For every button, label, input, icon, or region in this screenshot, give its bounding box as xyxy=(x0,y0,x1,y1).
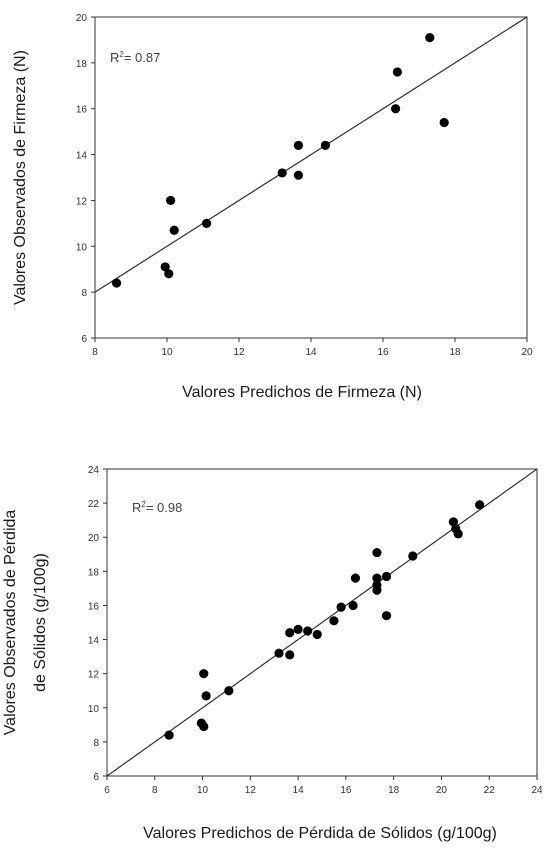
perdida-data-point xyxy=(285,628,295,638)
perdida-x-tick-label: 14 xyxy=(293,785,305,796)
perdida-y-tick-label: 10 xyxy=(88,704,100,715)
perdida-x-tick-label: 10 xyxy=(197,785,209,796)
perdida-y-tick-label: 18 xyxy=(88,567,100,578)
perdida-y-tick-label: 14 xyxy=(88,636,100,647)
perdida-data-point xyxy=(199,721,209,732)
perdida-y-axis-label: Valores Observados de Pérdida xyxy=(2,510,19,736)
firmeza-chart-panel: 8 10 12 14 16 18 20 6 8 10 12 14 16 18 20 R2= 0.87 Valor… xyxy=(0,0,554,420)
perdida-y-tick-label: 12 xyxy=(88,670,100,681)
perdida-y-tick-label: 20 xyxy=(88,533,100,544)
firmeza-y-tick-label: 14 xyxy=(76,151,88,162)
firmeza-x-tick-label: 8 xyxy=(92,347,98,358)
firmeza-x-tick-label: 16 xyxy=(377,347,389,358)
perdida-y-tick-label: 6 xyxy=(93,772,99,783)
perdida-x-tick-label: 18 xyxy=(388,785,400,796)
perdida-data-point xyxy=(372,585,382,595)
perdida-data-point xyxy=(348,600,358,611)
perdida-data-point xyxy=(164,730,174,740)
perdida-data-point xyxy=(381,611,392,621)
firmeza-data-point xyxy=(391,104,401,114)
firmeza-data-point xyxy=(202,218,212,228)
perdida-x-tick-label: 22 xyxy=(484,785,496,796)
firmeza-x-tick-label: 18 xyxy=(449,347,461,358)
firmeza-y-tick-label: 6 xyxy=(81,334,87,345)
perdida-data-point xyxy=(201,691,211,701)
perdida-x-tick-label: 16 xyxy=(340,785,352,796)
perdida-data-point xyxy=(336,602,346,612)
firmeza-x-axis-label: Valores Predichos de Firmeza (N) xyxy=(182,384,422,401)
firmeza-plot-frame xyxy=(94,16,528,339)
firmeza-y-axis-label: Valores Observados de Firmeza (N) xyxy=(12,50,29,305)
perdida-data-point xyxy=(372,573,382,583)
perdida-r2-annotation: R2= 0.98 xyxy=(132,500,182,515)
perdida-plot-frame xyxy=(106,468,538,777)
firmeza-r2-annotation: R2= 0.87 xyxy=(110,50,160,65)
perdida-data-point xyxy=(312,629,322,640)
firmeza-y-tick-label: 16 xyxy=(76,105,88,116)
perdida-data-point xyxy=(372,547,382,558)
firmeza-data-point xyxy=(293,170,303,180)
firmeza-y-tick-label: 18 xyxy=(76,59,88,70)
firmeza-data-point xyxy=(112,278,122,288)
firmeza-data-point xyxy=(392,67,402,77)
firmeza-data-point xyxy=(439,117,449,128)
perdida-data-point xyxy=(350,573,361,583)
firmeza-y-tick-label: 10 xyxy=(76,242,88,253)
perdida-y-tick-label: 24 xyxy=(88,465,100,476)
firmeza-y-tick-label: 20 xyxy=(76,13,88,24)
perdida-data-point xyxy=(381,571,392,582)
firmeza-fit-line xyxy=(95,17,527,293)
firmeza-data-point xyxy=(164,269,174,279)
perdida-solidos-chart-panel: 6 8 10 12 14 16 18 20 22 24 6 8 10 12 14 16 18 20 22 24 R2= … xyxy=(0,440,554,850)
perdida-data-point xyxy=(408,551,418,561)
firmeza-data-point xyxy=(277,168,287,178)
perdida-data-point xyxy=(293,624,303,634)
perdida-x-tick-label: 12 xyxy=(245,785,257,796)
perdida-y-tick-label: 16 xyxy=(88,601,100,612)
perdida-x-tick-label: 24 xyxy=(531,785,543,796)
perdida-data-point xyxy=(199,669,209,679)
perdida-y-axis-label: de Sólidos (g/100g) xyxy=(32,553,49,692)
perdida-data-point xyxy=(475,500,485,510)
firmeza-data-point xyxy=(166,195,176,206)
perdida-x-tick-label: 20 xyxy=(436,785,448,796)
perdida-data-point xyxy=(285,650,295,660)
firmeza-x-tick-label: 12 xyxy=(233,347,245,358)
firmeza-data-point xyxy=(169,225,179,235)
firmeza-data-point xyxy=(320,140,330,150)
firmeza-x-tick-label: 20 xyxy=(521,347,533,358)
perdida-solidos-chart: 6 8 10 12 14 16 18 20 22 24 6 8 10 12 14 16 18 20 22 24 R2= … xyxy=(2,465,543,842)
perdida-fit-line xyxy=(107,469,537,776)
firmeza-y-tick-label: 8 xyxy=(81,288,87,299)
firmeza-y-tick-label: 12 xyxy=(76,196,88,207)
perdida-data-point xyxy=(224,686,234,696)
firmeza-data-point xyxy=(293,140,303,150)
perdida-y-tick-label: 8 xyxy=(93,738,99,749)
firmeza-x-tick-label: 10 xyxy=(161,347,173,358)
perdida-y-tick-label: 22 xyxy=(88,499,100,510)
perdida-x-tick-label: 6 xyxy=(104,785,110,796)
perdida-data-point xyxy=(303,626,313,636)
firmeza-x-tick-label: 14 xyxy=(305,347,317,358)
perdida-x-axis-label: Valores Predichos de Pérdida de Sólidos … xyxy=(143,825,497,842)
perdida-x-tick-label: 8 xyxy=(152,785,158,796)
perdida-data-point xyxy=(274,648,284,658)
perdida-data-point xyxy=(329,616,339,626)
firmeza-data-point xyxy=(425,33,435,43)
firmeza-data-point xyxy=(160,262,170,272)
perdida-data-point xyxy=(453,529,463,539)
